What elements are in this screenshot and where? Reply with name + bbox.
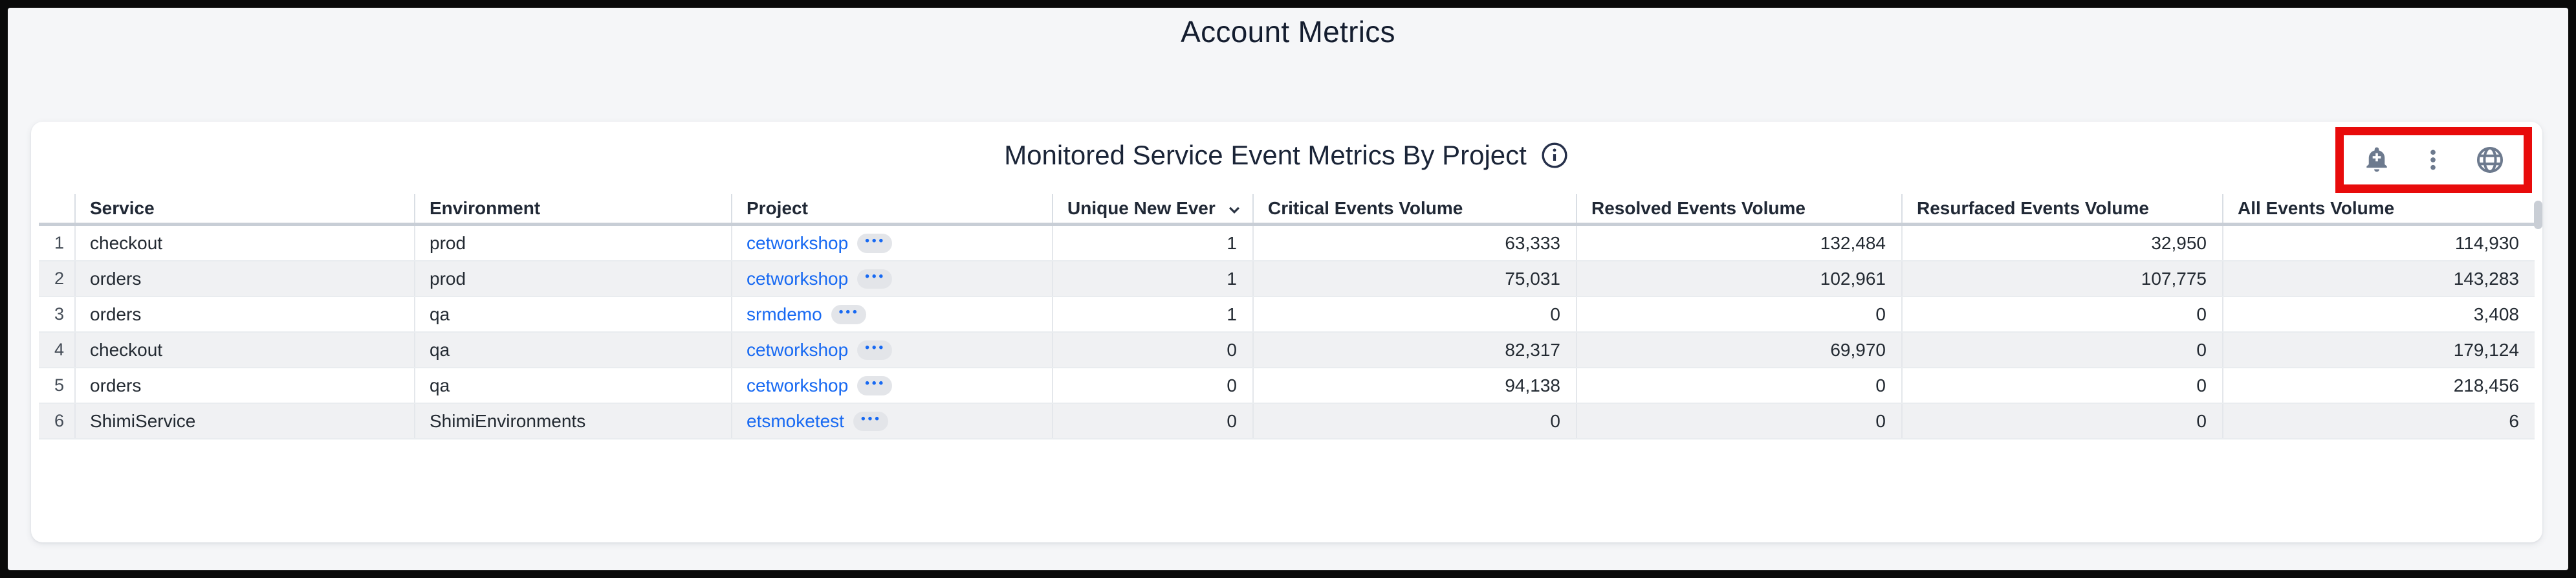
sort-desc-icon	[1225, 197, 1244, 219]
unique-new-cell: 1	[1052, 226, 1252, 260]
table-row: 4 checkout qa cetworkshop ••• 0 82,317 6…	[39, 333, 2535, 368]
resurfaced-cell: 0	[1901, 333, 2222, 367]
all-events-cell: 6	[2222, 404, 2535, 438]
service-cell: orders	[74, 261, 414, 296]
resolved-cell: 102,961	[1576, 261, 1901, 296]
table-header-row: Service Environment Project Unique New E…	[39, 194, 2535, 226]
resolved-cell: 0	[1576, 297, 1901, 331]
service-cell: orders	[74, 297, 414, 331]
panel-title: Monitored Service Event Metrics By Proje…	[1004, 140, 1527, 170]
all-events-cell: 218,456	[2222, 368, 2535, 403]
service-cell: checkout	[74, 226, 414, 260]
unique-new-cell: 0	[1052, 333, 1252, 367]
col-header-critical[interactable]: Critical Events Volume	[1252, 194, 1576, 223]
row-number-cell: 3	[54, 304, 64, 324]
col-header-rownum	[39, 194, 74, 223]
table-scrollbar[interactable]	[2534, 201, 2542, 229]
critical-cell: 63,333	[1252, 226, 1576, 260]
resolved-cell: 0	[1576, 368, 1901, 403]
all-events-cell: 114,930	[2222, 226, 2535, 260]
table-row: 2 orders prod cetworkshop ••• 1 75,031 1…	[39, 261, 2535, 297]
environment-cell: ShimiEnvironments	[414, 404, 731, 438]
globe-icon[interactable]	[2474, 144, 2505, 175]
environment-cell: prod	[414, 261, 731, 296]
table-row: 5 orders qa cetworkshop ••• 0 94,138 0 0…	[39, 368, 2535, 404]
col-header-resurfaced[interactable]: Resurfaced Events Volume	[1901, 194, 2222, 223]
project-link[interactable]: srmdemo	[747, 304, 822, 324]
resurfaced-cell: 0	[1901, 297, 2222, 331]
resolved-cell: 69,970	[1576, 333, 1901, 367]
project-more-button[interactable]: •••	[857, 375, 893, 395]
environment-cell: qa	[414, 297, 731, 331]
unique-new-cell: 1	[1052, 297, 1252, 331]
service-cell: orders	[74, 368, 414, 403]
unique-new-cell: 1	[1052, 261, 1252, 296]
table-row: 3 orders qa srmdemo ••• 1 0 0 0 3,408	[39, 297, 2535, 333]
info-icon[interactable]	[1540, 140, 1569, 170]
project-link[interactable]: cetworkshop	[747, 339, 849, 360]
project-link[interactable]: cetworkshop	[747, 375, 849, 395]
all-events-cell: 3,408	[2222, 297, 2535, 331]
metrics-table: Service Environment Project Unique New E…	[39, 194, 2535, 439]
critical-cell: 75,031	[1252, 261, 1576, 296]
environment-cell: prod	[414, 226, 731, 260]
resurfaced-cell: 107,775	[1901, 261, 2222, 296]
row-number-cell: 5	[54, 375, 64, 395]
col-header-all-events[interactable]: All Events Volume	[2222, 194, 2535, 223]
resurfaced-cell: 0	[1901, 368, 2222, 403]
service-cell: checkout	[74, 333, 414, 367]
col-header-unique-new[interactable]: Unique New Ever	[1052, 194, 1252, 223]
row-number-cell: 6	[54, 411, 64, 430]
project-link[interactable]: cetworkshop	[747, 232, 849, 253]
panel-header: Monitored Service Event Metrics By Proje…	[31, 140, 2542, 171]
resurfaced-cell: 0	[1901, 404, 2222, 438]
row-number-cell: 4	[54, 340, 64, 359]
table-body: 1 checkout prod cetworkshop ••• 1 63,333…	[39, 226, 2535, 439]
project-link[interactable]: cetworkshop	[747, 268, 849, 289]
panel-actions-annotation	[2335, 127, 2532, 193]
environment-cell: qa	[414, 368, 731, 403]
col-header-service[interactable]: Service	[74, 194, 414, 223]
project-more-button[interactable]: •••	[857, 233, 893, 253]
all-events-cell: 179,124	[2222, 333, 2535, 367]
critical-cell: 0	[1252, 297, 1576, 331]
project-more-button[interactable]: •••	[857, 340, 893, 360]
col-header-environment[interactable]: Environment	[414, 194, 731, 223]
row-number-cell: 1	[54, 233, 64, 252]
panel-card: Monitored Service Event Metrics By Proje…	[31, 122, 2542, 542]
resurfaced-cell: 32,950	[1901, 226, 2222, 260]
col-header-resolved[interactable]: Resolved Events Volume	[1576, 194, 1901, 223]
resolved-cell: 0	[1576, 404, 1901, 438]
table-row: 6 ShimiService ShimiEnvironments etsmoke…	[39, 404, 2535, 439]
project-more-button[interactable]: •••	[853, 411, 888, 431]
critical-cell: 82,317	[1252, 333, 1576, 367]
service-cell: ShimiService	[74, 404, 414, 438]
critical-cell: 94,138	[1252, 368, 1576, 403]
col-header-project[interactable]: Project	[731, 194, 1052, 223]
kebab-menu-icon[interactable]	[2420, 145, 2446, 175]
project-more-button[interactable]: •••	[857, 269, 893, 289]
dashboard-page: Account Metrics Monitored Service Event …	[8, 8, 2568, 570]
critical-cell: 0	[1252, 404, 1576, 438]
table-row: 1 checkout prod cetworkshop ••• 1 63,333…	[39, 226, 2535, 261]
project-link[interactable]: etsmoketest	[747, 410, 844, 431]
add-alert-icon[interactable]	[2362, 145, 2392, 175]
unique-new-cell: 0	[1052, 404, 1252, 438]
resolved-cell: 132,484	[1576, 226, 1901, 260]
unique-new-cell: 0	[1052, 368, 1252, 403]
all-events-cell: 143,283	[2222, 261, 2535, 296]
row-number-cell: 2	[54, 269, 64, 288]
project-more-button[interactable]: •••	[831, 304, 866, 324]
environment-cell: qa	[414, 333, 731, 367]
page-title: Account Metrics	[1181, 15, 1395, 49]
